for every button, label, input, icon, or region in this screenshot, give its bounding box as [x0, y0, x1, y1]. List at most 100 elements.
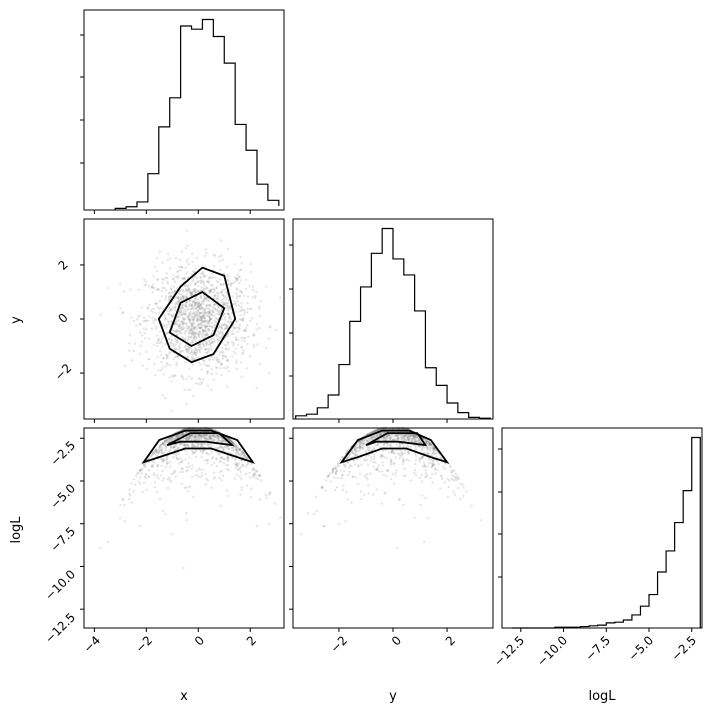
- logL-vs-x-point: [240, 464, 244, 467]
- y-vs-x-point: [170, 380, 173, 383]
- y-vs-x-point: [209, 319, 212, 322]
- y-vs-x-point: [141, 364, 144, 367]
- y-vs-x-point: [184, 361, 187, 364]
- y-vs-x-point: [202, 302, 205, 306]
- logL-vs-y-point: [333, 488, 337, 492]
- y-vs-x-point: [155, 341, 159, 345]
- y-vs-x-point: [201, 270, 204, 274]
- y-vs-x-point: [191, 350, 194, 354]
- y-vs-x-point: [180, 328, 183, 331]
- y-vs-x-point: [240, 346, 243, 349]
- y-vs-x-point: [230, 281, 233, 285]
- y-vs-x-point: [175, 339, 178, 342]
- y-vs-x-point: [191, 325, 194, 328]
- y-vs-x-point: [215, 333, 219, 337]
- y-vs-x-point: [158, 311, 161, 314]
- logL-vs-y-point: [454, 473, 458, 476]
- y-vs-x-point: [226, 358, 229, 362]
- logL-vs-x-point: [175, 435, 178, 438]
- panel-logL-vs-x: [83, 426, 285, 629]
- y-vs-x-point: [210, 313, 213, 317]
- y-vs-x-point: [132, 349, 136, 353]
- logL-vs-y-point: [300, 533, 303, 536]
- y-vs-x-point: [180, 327, 183, 330]
- logL-vs-y-point: [385, 456, 389, 460]
- y-vs-x-point: [167, 322, 171, 325]
- y-vs-x-point: [227, 313, 230, 316]
- y-vs-x-point: [207, 343, 210, 347]
- y-vs-x-point: [188, 375, 191, 378]
- y-vs-x-point: [226, 273, 229, 276]
- y-vs-x-point: [138, 386, 141, 389]
- y-vs-x-point: [190, 330, 194, 333]
- y-vs-x-point: [206, 324, 209, 328]
- logL-vs-y-point: [402, 503, 405, 507]
- y-vs-x-point: [223, 323, 226, 327]
- logL-vs-x-point: [239, 493, 242, 496]
- y-vs-x-point: [192, 322, 196, 326]
- y-vs-x-point: [194, 352, 197, 355]
- y-vs-x-point: [194, 332, 198, 335]
- y-vs-x-point: [193, 304, 196, 307]
- y-vs-x-point: [187, 346, 191, 349]
- logL-vs-x-point: [160, 448, 164, 451]
- y-vs-x-point: [181, 375, 184, 378]
- y-vs-x-point: [187, 332, 190, 335]
- logL-vs-x-point: [177, 462, 181, 465]
- logL-vs-y-point: [385, 475, 388, 478]
- y-vs-x-point: [199, 322, 202, 326]
- y-vs-x-point: [174, 348, 177, 351]
- logL-vs-y-point: [456, 486, 460, 490]
- y-vs-x-point: [175, 362, 178, 365]
- logL-vs-x-point: [209, 437, 213, 440]
- y-vs-x-point: [241, 317, 244, 321]
- logL-vs-x-point: [171, 438, 174, 441]
- logL-vs-x-point: [148, 456, 151, 459]
- logL-vs-x-point: [179, 434, 182, 437]
- logL-vs-x-point: [166, 440, 169, 443]
- y-vs-x-point: [203, 274, 206, 277]
- y-vs-x-point: [235, 304, 238, 307]
- y-vs-x-point: [156, 344, 159, 347]
- logL-vs-x-point: [164, 439, 167, 443]
- y-vs-x-point: [179, 269, 182, 272]
- logL-vs-x-point: [246, 463, 249, 466]
- logL-vs-y-point: [434, 472, 437, 475]
- logL-vs-x-point: [191, 450, 195, 454]
- logL-vs-y-point: [342, 464, 345, 467]
- tick-label-ybot-neg2: −2: [328, 633, 350, 655]
- y-vs-x-point: [161, 337, 164, 340]
- y-vs-x-point: [177, 355, 180, 358]
- logL-vs-x-point: [241, 450, 244, 454]
- logL-vs-y-point: [403, 467, 406, 470]
- logL-vs-x-point: [211, 434, 214, 438]
- logL-vs-x-point: [206, 434, 209, 437]
- y-vs-x-point: [189, 307, 192, 311]
- y-vs-x-point: [208, 324, 211, 328]
- logL-vs-x-point: [199, 468, 202, 471]
- y-vs-x-point: [225, 385, 229, 388]
- y-vs-x-point: [206, 321, 209, 324]
- y-vs-x-point: [208, 316, 211, 320]
- y-vs-x-point: [205, 304, 208, 307]
- logL-vs-y-point: [341, 455, 344, 459]
- y-vs-x-point: [202, 315, 206, 319]
- y-vs-x-point: [158, 330, 161, 333]
- y-vs-x-point: [190, 292, 194, 295]
- y-vs-x-point: [169, 310, 172, 313]
- y-vs-x-point: [215, 297, 219, 301]
- y-vs-x-point: [243, 294, 246, 298]
- y-vs-x-point: [208, 315, 211, 318]
- logL-vs-x-point: [153, 486, 157, 489]
- y-vs-x-point: [195, 301, 199, 305]
- logL-vs-x-point: [160, 464, 163, 467]
- y-vs-x-point: [169, 296, 172, 299]
- y-vs-x-point: [203, 308, 206, 311]
- logL-vs-x-point: [165, 461, 169, 464]
- logL-vs-x-point: [255, 470, 258, 473]
- y-vs-x-point: [218, 259, 222, 263]
- logL-vs-x-point: [164, 449, 167, 452]
- y-vs-x-point: [190, 304, 194, 307]
- logL-vs-x-point: [245, 456, 248, 459]
- logL-vs-x-point: [130, 501, 134, 504]
